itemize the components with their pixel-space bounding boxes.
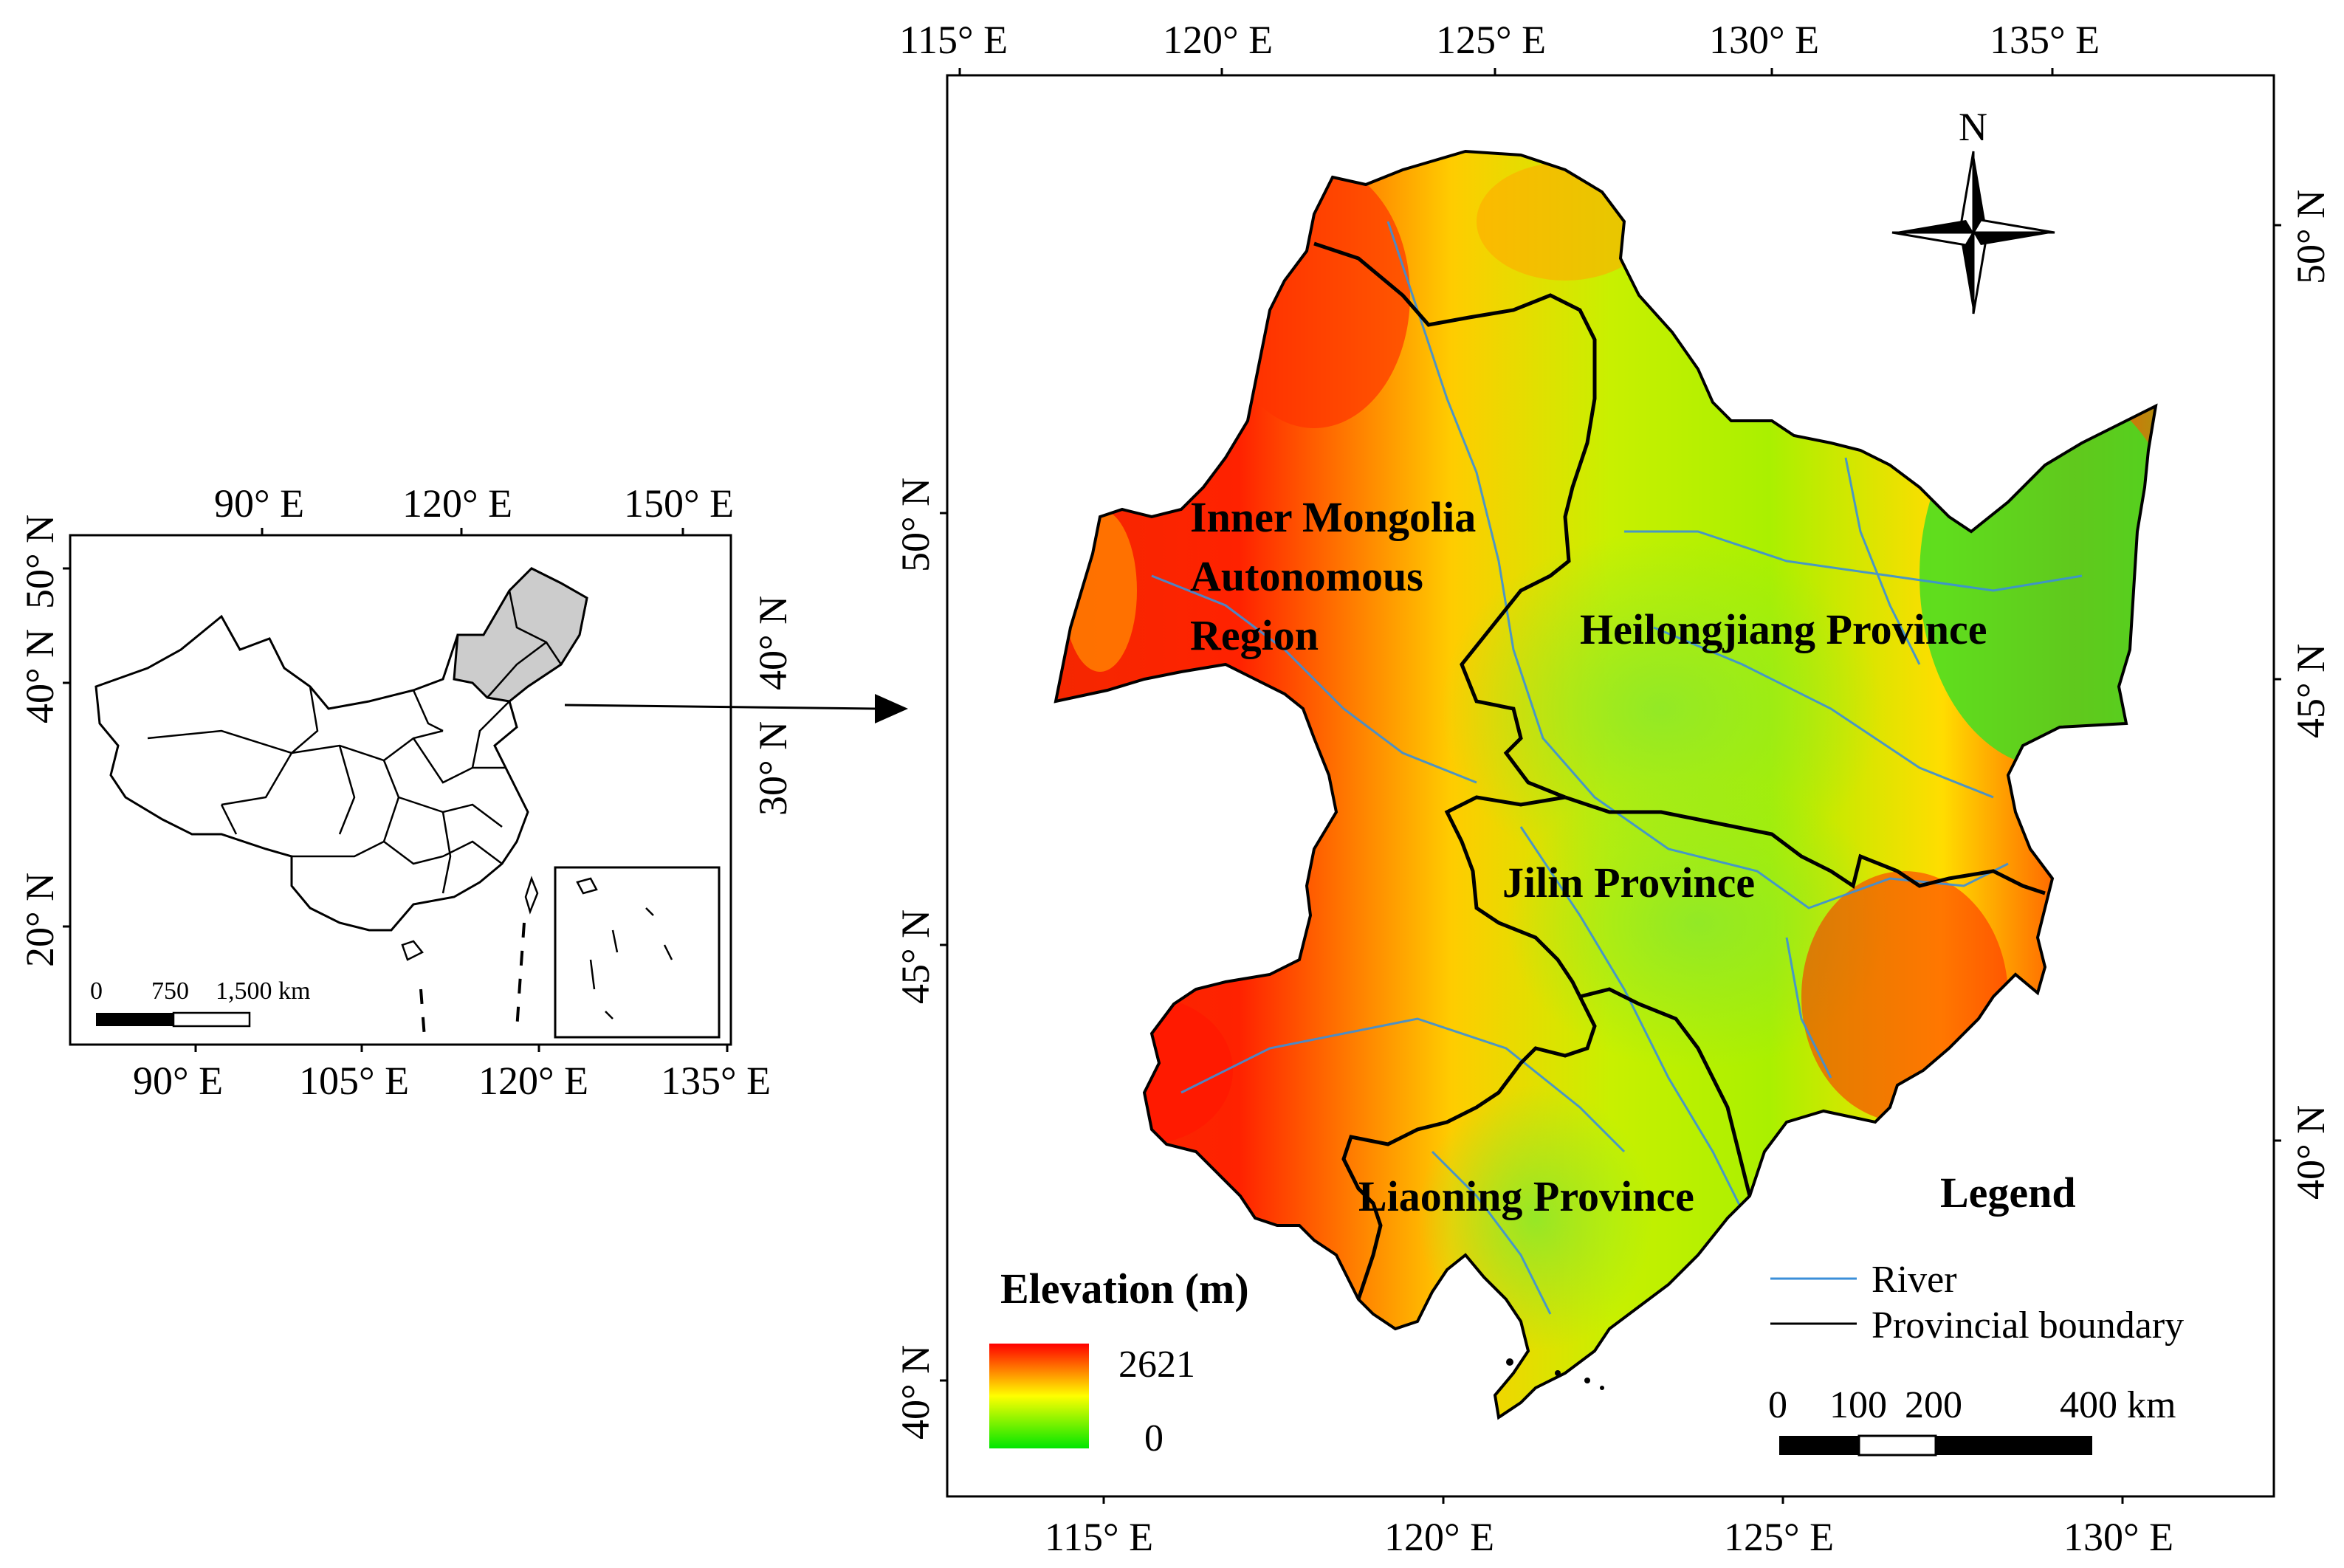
inset-right-tick-40: 40° N: [751, 596, 795, 690]
label-heilongjiang: Heilongjiang Province: [1580, 605, 1987, 653]
inset-right-tick-30: 30° N: [751, 721, 795, 816]
inset-map: 0 750 1,500 km 90° E 120° E 150° E 90° E…: [18, 481, 795, 1103]
label-liaoning: Liaoning Province: [1358, 1172, 1694, 1220]
northeast-highlight: [453, 567, 588, 703]
legend-title: Legend: [1940, 1169, 2076, 1217]
elevation-min-label: 0: [1144, 1417, 1164, 1459]
main-bottom-tick-125: 125° E: [1724, 1515, 1834, 1559]
inset-bottom-tick-120: 120° E: [478, 1059, 588, 1103]
provincial-boundaries: [1313, 241, 2046, 1300]
label-inner-mongolia-2: Autonomous: [1190, 552, 1423, 600]
elevation-title: Elevation (m): [1000, 1265, 1249, 1313]
label-jilin: Jilin Province: [1502, 859, 1755, 907]
inset-left-tick-40: 40° N: [18, 629, 62, 723]
main-bottom-tick-120: 120° E: [1384, 1515, 1494, 1559]
north-label: N: [1959, 105, 1987, 149]
main-top-tick-120: 120° E: [1163, 18, 1273, 62]
main-bottom-tick-130: 130° E: [2063, 1515, 2173, 1559]
inset-scale-1500: 1,500 km: [216, 977, 310, 1005]
main-right-tick-45: 45° N: [2289, 644, 2333, 738]
main-scale-bar: 0 100 200 400 km: [1768, 1384, 2176, 1457]
inset-scale-0: 0: [90, 977, 103, 1005]
inset-left-tick-50: 50° N: [18, 515, 62, 609]
scs-inset: [554, 866, 721, 1039]
main-top-tick-125: 125° E: [1436, 18, 1546, 62]
rivers: [1151, 221, 2083, 1315]
main-top-tick-130: 130° E: [1709, 18, 1819, 62]
main-top-tick-135: 135° E: [1990, 18, 2100, 62]
inset-top-tick-120: 120° E: [402, 481, 512, 526]
elevation-legend: Elevation (m) 2621 0: [989, 1265, 1249, 1459]
inset-top-tick-150: 150° E: [624, 481, 734, 526]
main-right-tick-40: 40° N: [2289, 1105, 2333, 1200]
label-inner-mongolia-3: Region: [1190, 611, 1319, 659]
legend-river-label: River: [1872, 1259, 1957, 1301]
inset-frame: [69, 534, 732, 1046]
scale-label-100: 100: [1829, 1384, 1887, 1426]
scale-label-400: 400 km: [2060, 1384, 2176, 1426]
main-right-tick-50: 50° N: [2289, 190, 2333, 284]
elevation-colorbar: [989, 1344, 1089, 1448]
connector-arrow: [564, 694, 908, 723]
main-map: Inner Mongolia Autonomous Region Heilong…: [893, 18, 2333, 1559]
label-inner-mongolia-1: Inner Mongolia: [1190, 493, 1476, 541]
main-top-tick-115: 115° E: [899, 18, 1008, 62]
legend-boundary-label: Provincial boundary: [1872, 1304, 2184, 1347]
inset-scale-750: 750: [151, 977, 189, 1005]
inset-bottom-tick-90: 90° E: [133, 1059, 223, 1103]
main-frame: [946, 74, 2275, 1498]
north-arrow: N: [1891, 105, 2055, 314]
inset-scale-bar: 0 750 1,500 km: [90, 977, 310, 1028]
main-left-tick-50: 50° N: [893, 478, 938, 572]
inset-bottom-tick-105: 105° E: [299, 1059, 409, 1103]
china-provinces: [147, 686, 510, 894]
main-left-tick-45: 45° N: [893, 909, 938, 1004]
map-legend: Legend River Provincial boundary: [1770, 1169, 2184, 1347]
inset-bottom-tick-135: 135° E: [661, 1059, 771, 1103]
inset-top-tick-90: 90° E: [214, 481, 304, 526]
main-bottom-tick-115: 115° E: [1045, 1515, 1153, 1559]
main-left-tick-40: 40° N: [893, 1345, 938, 1440]
inset-left-tick-20: 20° N: [18, 873, 62, 967]
elevation-max-label: 2621: [1118, 1344, 1195, 1386]
scale-label-0: 0: [1768, 1384, 1787, 1426]
scale-label-200: 200: [1905, 1384, 1962, 1426]
